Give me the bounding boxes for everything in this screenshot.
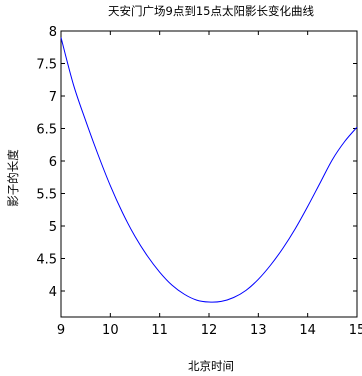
series-point	[245, 290, 246, 291]
x-axis: 9 10 11 12 13 14 15	[57, 31, 362, 338]
x-axis-label: 北京时间	[188, 359, 234, 373]
series-point	[233, 297, 234, 298]
y-axis: 4 4.5 5 5.5 6 6.5 7 7.5 8	[36, 25, 357, 300]
series-point	[344, 141, 345, 142]
y-tick-label: 5	[49, 220, 57, 235]
x-tick-label: 15	[349, 323, 362, 338]
series-point	[282, 248, 283, 249]
series-point	[110, 185, 111, 186]
y-tick-label: 4	[49, 285, 57, 300]
series-point	[134, 236, 135, 237]
series-point	[147, 255, 148, 256]
series-point	[221, 301, 222, 302]
series-point	[60, 37, 61, 38]
y-axis-label: 影子的长度	[6, 149, 20, 207]
series-point	[122, 212, 123, 213]
x-tick-label: 14	[299, 323, 316, 338]
y-tick-label: 4.5	[36, 253, 57, 268]
series-point	[159, 272, 160, 273]
series-layer	[60, 37, 358, 303]
series-point	[196, 300, 197, 301]
series-point	[270, 264, 271, 265]
x-tick-label: 11	[151, 323, 168, 338]
x-tick-label: 13	[250, 323, 267, 338]
y-tick-label: 8	[49, 25, 57, 40]
series-point	[332, 159, 333, 160]
y-tick-label: 7.5	[36, 58, 57, 73]
x-tick-label: 12	[201, 323, 218, 338]
x-tick-label: 9	[57, 323, 65, 338]
series-point	[258, 279, 259, 280]
series-point	[184, 294, 185, 295]
series-point	[73, 84, 74, 85]
y-tick-label: 5.5	[36, 188, 57, 203]
series-point	[356, 127, 357, 128]
y-tick-label: 6	[49, 155, 57, 170]
series-point	[171, 285, 172, 286]
chart-title: 天安门广场9点到15点太阳影长变化曲线	[108, 4, 314, 18]
series-point	[295, 228, 296, 229]
series-point	[208, 301, 209, 302]
series-point	[97, 154, 98, 155]
series-point	[85, 120, 86, 121]
x-tick-label: 10	[102, 323, 119, 338]
series-point	[319, 183, 320, 184]
y-tick-label: 6.5	[36, 123, 57, 138]
y-tick-label: 7	[49, 90, 57, 105]
series-point	[307, 206, 308, 207]
series-line-0	[60, 37, 358, 303]
